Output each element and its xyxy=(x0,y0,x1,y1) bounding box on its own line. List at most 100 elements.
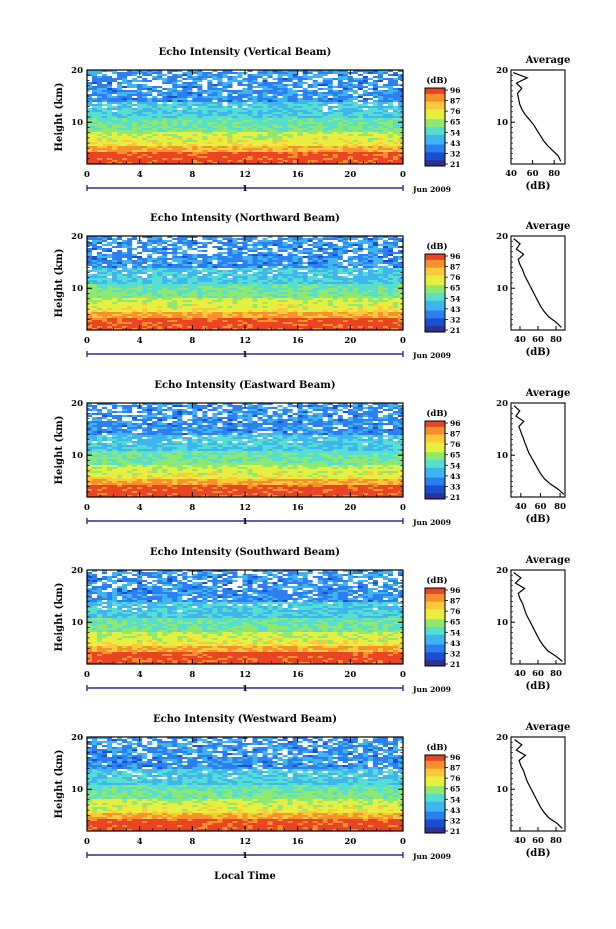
heatmap-cell xyxy=(352,246,359,249)
heatmap-cell xyxy=(192,144,198,147)
heatmap-cell xyxy=(377,248,384,251)
heatmap-cell xyxy=(147,278,153,281)
heatmap-cell xyxy=(382,132,389,135)
heatmap-cell xyxy=(127,74,133,77)
heatmap-cell xyxy=(177,156,183,159)
heatmap-cell xyxy=(102,262,108,265)
heatmap-cell xyxy=(227,244,233,247)
heatmap-cell xyxy=(357,132,364,135)
heatmap-cell xyxy=(372,250,379,253)
heatmap-cell xyxy=(147,154,153,157)
heatmap-cell xyxy=(217,136,223,139)
heatmap-cell xyxy=(232,70,238,73)
heatmap-cell xyxy=(302,146,309,149)
heatmap-cell xyxy=(337,268,344,271)
heatmap-cell xyxy=(362,116,369,119)
heatmap-cell xyxy=(212,150,218,153)
heatmap-cell xyxy=(362,92,369,95)
heatmap-cell xyxy=(107,158,113,161)
heatmap-cell xyxy=(142,152,148,155)
heatmap-cell xyxy=(342,244,349,247)
heatmap-cell xyxy=(192,272,198,275)
heatmap-cell xyxy=(177,96,183,99)
heatmap-cell xyxy=(187,96,193,99)
heatmap-cell xyxy=(232,102,238,105)
heatmap-cell xyxy=(112,272,118,275)
heatmap-cell xyxy=(357,256,364,259)
heatmap-cell xyxy=(197,106,203,109)
heatmap-cell xyxy=(317,144,324,147)
heatmap-cell xyxy=(332,100,339,103)
heatmap-cell xyxy=(257,130,263,133)
heatmap-cell xyxy=(337,154,344,157)
colorbar-tick-label: 96 xyxy=(450,86,460,95)
heatmap-cell xyxy=(262,254,268,257)
heatmap-cell xyxy=(337,80,344,83)
heatmap-cell xyxy=(277,128,284,131)
heatmap-cell xyxy=(107,258,113,261)
heatmap-cell xyxy=(102,112,108,115)
heatmap-cell xyxy=(317,106,324,109)
heatmap-cell xyxy=(167,244,173,247)
heatmap-cell xyxy=(172,86,178,89)
heatmap-cell xyxy=(142,132,148,135)
heatmap-cell xyxy=(107,238,113,241)
heatmap-cell xyxy=(237,116,243,119)
heatmap-cell xyxy=(287,254,294,257)
heatmap-cell xyxy=(392,240,399,243)
heatmap-cell xyxy=(122,100,128,103)
heatmap-cell xyxy=(317,158,324,161)
heatmap-cell xyxy=(162,158,168,161)
heatmap-cell xyxy=(87,154,93,157)
heatmap-cell xyxy=(287,88,294,91)
heatmap-cell xyxy=(337,238,344,241)
heatmap-cell xyxy=(372,152,379,155)
heatmap-cell xyxy=(172,80,178,83)
heatmap-cell xyxy=(307,158,314,161)
heatmap-cell xyxy=(332,238,339,241)
heatmap-cell xyxy=(237,238,243,241)
heatmap-cell xyxy=(232,82,238,85)
heatmap-cell xyxy=(102,88,108,91)
heatmap-cell xyxy=(322,274,329,277)
heatmap-cell xyxy=(317,284,324,287)
heatmap-cell xyxy=(247,140,253,143)
heatmap-cell xyxy=(277,96,284,99)
heatmap-cell xyxy=(372,126,379,129)
heatmap-cell xyxy=(222,136,228,139)
heatmap-cell xyxy=(167,284,173,287)
heatmap-cell xyxy=(152,118,158,121)
heatmap-cell xyxy=(227,106,233,109)
heatmap-cell xyxy=(302,114,309,117)
heatmap-cell xyxy=(162,100,168,103)
heatmap-cell xyxy=(252,124,258,127)
heatmap-cell xyxy=(197,82,203,85)
heatmap-cell xyxy=(332,282,339,285)
heatmap-cell xyxy=(357,248,364,251)
heatmap-cell xyxy=(192,136,198,139)
heatmap-cell xyxy=(352,252,359,255)
heatmap-cell xyxy=(112,132,118,135)
heatmap-cell xyxy=(212,106,218,109)
heatmap-cell xyxy=(157,92,163,95)
heatmap-cell xyxy=(92,116,98,119)
heatmap-cell xyxy=(247,136,253,139)
heatmap-cell xyxy=(92,280,98,283)
heatmap-cell xyxy=(222,126,228,129)
heatmap-cell xyxy=(357,72,364,75)
heatmap-cell xyxy=(317,160,324,163)
heatmap-cell xyxy=(182,260,188,263)
heatmap-cell xyxy=(97,276,103,279)
heatmap-cell xyxy=(232,146,238,149)
heatmap-cell xyxy=(397,124,404,127)
heatmap-cell xyxy=(117,128,123,131)
heatmap-cell xyxy=(242,148,248,151)
x-tick-label: 20 xyxy=(344,170,356,180)
heatmap-cell xyxy=(357,274,364,277)
heatmap-cell xyxy=(247,106,253,109)
heatmap-cell xyxy=(247,146,253,149)
heatmap-cell xyxy=(177,154,183,157)
heatmap-cell xyxy=(307,108,314,111)
heatmap-cell xyxy=(212,290,218,293)
heatmap-cell xyxy=(377,240,384,243)
